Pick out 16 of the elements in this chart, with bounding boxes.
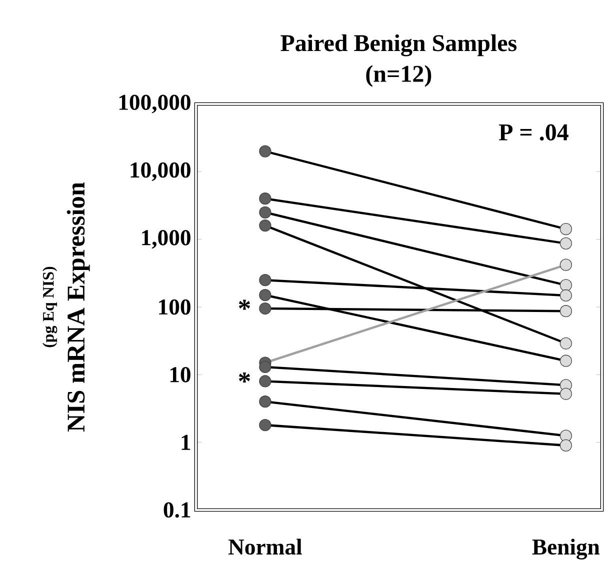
y-tick-label: 100,000: [119, 94, 190, 114]
chart-subtitle: (n=12): [366, 65, 432, 87]
y-tick-label: 10: [170, 367, 190, 382]
y-tick-label: 0.1: [164, 502, 190, 518]
x-tick-label: Normal: [228, 538, 302, 555]
x-tick-label: Benign: [532, 538, 600, 560]
y-tick-label: 1,000: [142, 230, 190, 249]
y-tick-label: 100: [159, 299, 190, 315]
annotation: *: [238, 372, 250, 382]
y-tick-label: 10,000: [130, 162, 190, 181]
annotation: P = .04: [498, 124, 568, 141]
chart-title: Paired Benign Samples: [280, 34, 517, 56]
y-axis-title: NIS mRNA Expression: [66, 182, 90, 432]
text: (pg Eq NIS): [42, 266, 58, 348]
annotation: *: [238, 300, 250, 310]
y-tick-label: 1: [182, 434, 190, 450]
